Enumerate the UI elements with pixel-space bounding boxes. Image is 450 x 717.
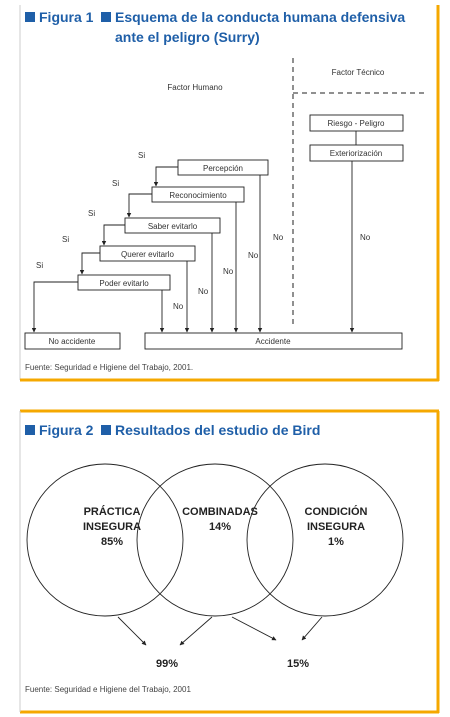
factor-label: Factor Técnico	[332, 68, 385, 77]
figure-title: ante el peligro (Surry)	[115, 29, 260, 45]
square	[101, 425, 111, 435]
circle-label: INSEGURA	[83, 521, 141, 533]
circle	[26, 463, 184, 617]
box	[77, 274, 171, 291]
arrow	[153, 166, 178, 187]
yes-label: Si	[36, 261, 43, 270]
arrow	[101, 224, 125, 246]
no-label: No	[223, 267, 234, 276]
figure-title: Esquema de la conducta humana defensiva	[115, 9, 405, 25]
circle	[246, 463, 404, 617]
result: 99%	[156, 658, 178, 670]
box	[309, 114, 404, 132]
source: Fuente: Seguridad e Higiene del Trabajo,…	[25, 685, 191, 694]
circle	[136, 463, 294, 617]
circle-label: 85%	[101, 536, 123, 548]
arrow	[179, 616, 213, 646]
no-label: No	[273, 233, 284, 242]
box	[177, 159, 269, 176]
square	[25, 425, 35, 435]
result: 15%	[287, 658, 309, 670]
figure-label: Figura 2	[39, 422, 94, 438]
square	[101, 12, 111, 22]
box-label: Saber evitarlo	[148, 222, 198, 231]
box	[24, 332, 121, 350]
square	[25, 12, 35, 22]
box	[124, 217, 221, 234]
box-label: Querer evitarlo	[121, 250, 174, 259]
factor-label: Factor Humano	[167, 83, 223, 92]
box	[99, 245, 196, 262]
box-label: Reconocimiento	[169, 191, 227, 200]
circle-label: 1%	[328, 536, 344, 548]
box-label: Riesgo - Peligro	[328, 119, 385, 128]
yes-label: Si	[138, 151, 145, 160]
circle-label: PRÁCTICA	[84, 505, 141, 518]
no-label: No	[360, 233, 371, 242]
arrow	[231, 616, 277, 641]
box-label: Exteriorización	[330, 149, 382, 158]
yes-label: Si	[112, 179, 119, 188]
yes-label: Si	[62, 235, 69, 244]
circle-label: COMBINADAS	[182, 506, 258, 518]
arrow	[301, 616, 323, 641]
box-label: Poder evitarlo	[99, 279, 149, 288]
box	[151, 186, 245, 203]
circle-label: 14%	[209, 521, 231, 533]
source: Fuente: Seguridad e Higiene del Trabajo,…	[25, 363, 193, 372]
box-label: Accidente	[255, 337, 291, 346]
arrow	[117, 616, 147, 646]
yes-label: Si	[88, 209, 95, 218]
box-label: No accidente	[49, 337, 96, 346]
box	[309, 144, 404, 162]
box-label: Percepción	[203, 164, 243, 173]
arrow	[79, 252, 100, 275]
arrow	[31, 281, 78, 333]
figure-label: Figura 1	[39, 9, 94, 25]
no-label: No	[198, 287, 209, 296]
circle-label: INSEGURA	[307, 521, 365, 533]
circle-label: CONDICIÓN	[305, 505, 368, 518]
arrow	[126, 193, 152, 218]
box	[144, 332, 403, 350]
figure-title: Resultados del estudio de Bird	[115, 422, 320, 438]
no-label: No	[248, 251, 259, 260]
no-label: No	[173, 302, 184, 311]
